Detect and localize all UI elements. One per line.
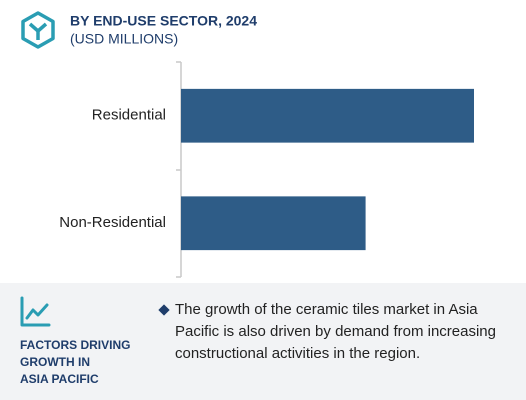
y-tick-label: Non-Residential <box>59 214 166 231</box>
y-tick-label: Residential <box>92 107 166 124</box>
bar <box>181 196 366 251</box>
trend-icon <box>20 296 51 327</box>
bar <box>181 88 474 143</box>
header-icon <box>21 11 55 49</box>
heading-line: GROWTH IN <box>20 355 90 369</box>
chart-title: BY END-USE SECTOR, 2024 <box>70 13 257 29</box>
panel-heading: FACTORS DRIVING GROWTH IN ASIA PACIFIC <box>20 337 130 388</box>
bullet <box>158 304 170 316</box>
heading-line: FACTORS DRIVING <box>20 338 131 352</box>
heading-line: ASIA PACIFIC <box>20 372 99 386</box>
chart-subtitle: (USD MILLIONS) <box>70 31 178 47</box>
chart: BY END-USE SECTOR, 2024 (USD MILLIONS) R… <box>21 11 474 278</box>
info-panel: FACTORS DRIVING GROWTH IN ASIA PACIFIC The… <box>0 283 526 400</box>
panel-text: The growth of the ceramic tiles market i… <box>175 301 496 362</box>
